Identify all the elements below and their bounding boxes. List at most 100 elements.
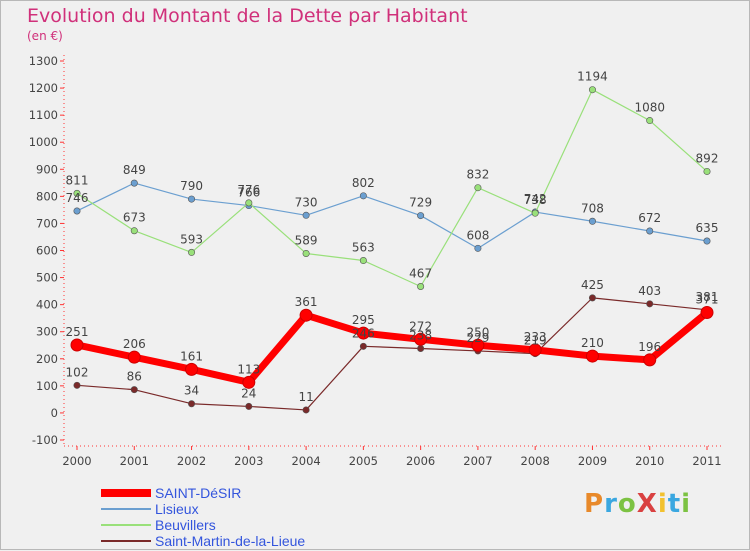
data-label: 11 (298, 390, 313, 404)
data-point (528, 343, 542, 357)
y-tick-label: 200 (36, 352, 58, 366)
data-label: 425 (581, 278, 604, 292)
data-point (585, 349, 599, 363)
data-label: 219 (524, 334, 547, 348)
series-line (73, 308, 711, 386)
data-point (73, 207, 81, 215)
legend-swatch (101, 508, 151, 510)
x-tick-label: 2004 (291, 454, 320, 468)
data-point (188, 195, 196, 203)
data-label: 210 (581, 336, 604, 350)
data-point (302, 406, 310, 414)
legend-swatch (101, 489, 151, 497)
data-point (646, 300, 654, 308)
y-tick-label: 1200 (29, 81, 58, 95)
data-label: 708 (581, 201, 604, 215)
y-tick-label: 1300 (29, 54, 58, 68)
data-point (471, 338, 485, 352)
data-point (417, 344, 425, 352)
data-point (73, 381, 81, 389)
legend-swatch (101, 524, 151, 526)
data-label: 251 (66, 325, 89, 339)
data-label: 746 (66, 191, 89, 205)
y-tick-label: 1100 (29, 108, 58, 122)
data-point (359, 257, 367, 265)
data-point (188, 400, 196, 408)
x-tick-label: 2006 (406, 454, 435, 468)
data-point (245, 199, 253, 207)
data-point (417, 283, 425, 291)
x-tick-label: 2005 (349, 454, 378, 468)
data-label: 892 (696, 151, 719, 165)
data-label: 766 (237, 186, 260, 200)
data-label: 832 (466, 168, 489, 182)
y-tick-label: 800 (36, 189, 58, 203)
y-tick-label: 700 (36, 216, 58, 230)
legend-label: Saint-Martin-de-la-Lieue (155, 533, 306, 549)
y-tick-label: 900 (36, 162, 58, 176)
data-label: 776 (237, 183, 260, 197)
data-label: 233 (524, 330, 547, 344)
data-point (359, 192, 367, 200)
data-label: 24 (241, 386, 256, 400)
data-point (646, 117, 654, 125)
data-point (188, 248, 196, 256)
data-label: 371 (696, 292, 719, 306)
chart-title: Evolution du Montant de la Dette par Hab… (27, 5, 468, 27)
x-tick-label: 2000 (62, 454, 91, 468)
data-label: 403 (638, 284, 661, 298)
data-point (703, 167, 711, 175)
data-point (130, 227, 138, 235)
data-point (414, 332, 428, 346)
data-label: 802 (352, 176, 375, 190)
x-tick-label: 2002 (177, 454, 206, 468)
data-label: 738 (524, 193, 547, 207)
data-label: 272 (409, 319, 432, 333)
data-label: 673 (123, 211, 146, 225)
data-label: 113 (237, 362, 260, 376)
data-label: 246 (352, 326, 375, 340)
proxiti-logo: ProXiti (584, 489, 692, 519)
series-line (76, 297, 708, 411)
data-point (242, 375, 256, 389)
data-label: 849 (123, 163, 146, 177)
y-tick-label: 500 (36, 271, 58, 285)
x-tick-label: 2010 (635, 454, 664, 468)
data-point (531, 209, 539, 217)
data-label: 1080 (634, 101, 665, 115)
data-label: 238 (409, 328, 432, 342)
data-label: 206 (123, 337, 146, 351)
series-line (76, 182, 708, 249)
y-tick-label: 300 (36, 325, 58, 339)
y-tick-label: 1000 (29, 135, 58, 149)
data-label: 635 (696, 221, 719, 235)
data-label: 608 (466, 228, 489, 242)
data-point (588, 294, 596, 302)
data-point (245, 402, 253, 410)
legend-label: SAINT-DéSIR (155, 485, 242, 501)
data-label: 672 (638, 211, 661, 225)
x-tick-label: 2007 (463, 454, 492, 468)
x-tick-label: 2009 (578, 454, 607, 468)
chart-subtitle: (en €) (27, 29, 63, 43)
data-label: 729 (409, 196, 432, 210)
data-label: 742 (524, 192, 547, 206)
data-label: 467 (409, 267, 432, 281)
y-tick-label: 0 (51, 406, 58, 420)
data-point (643, 353, 657, 367)
data-point (130, 386, 138, 394)
data-point (73, 189, 81, 197)
data-point (700, 305, 714, 319)
data-point (417, 212, 425, 220)
data-point (70, 338, 84, 352)
data-point (703, 237, 711, 245)
legend-swatch (101, 540, 151, 542)
data-label: 790 (180, 179, 203, 193)
data-label: 593 (180, 232, 203, 246)
data-label: 102 (66, 365, 89, 379)
data-point (474, 244, 482, 252)
data-label: 34 (184, 384, 199, 398)
data-label: 563 (352, 241, 375, 255)
data-point (588, 217, 596, 225)
